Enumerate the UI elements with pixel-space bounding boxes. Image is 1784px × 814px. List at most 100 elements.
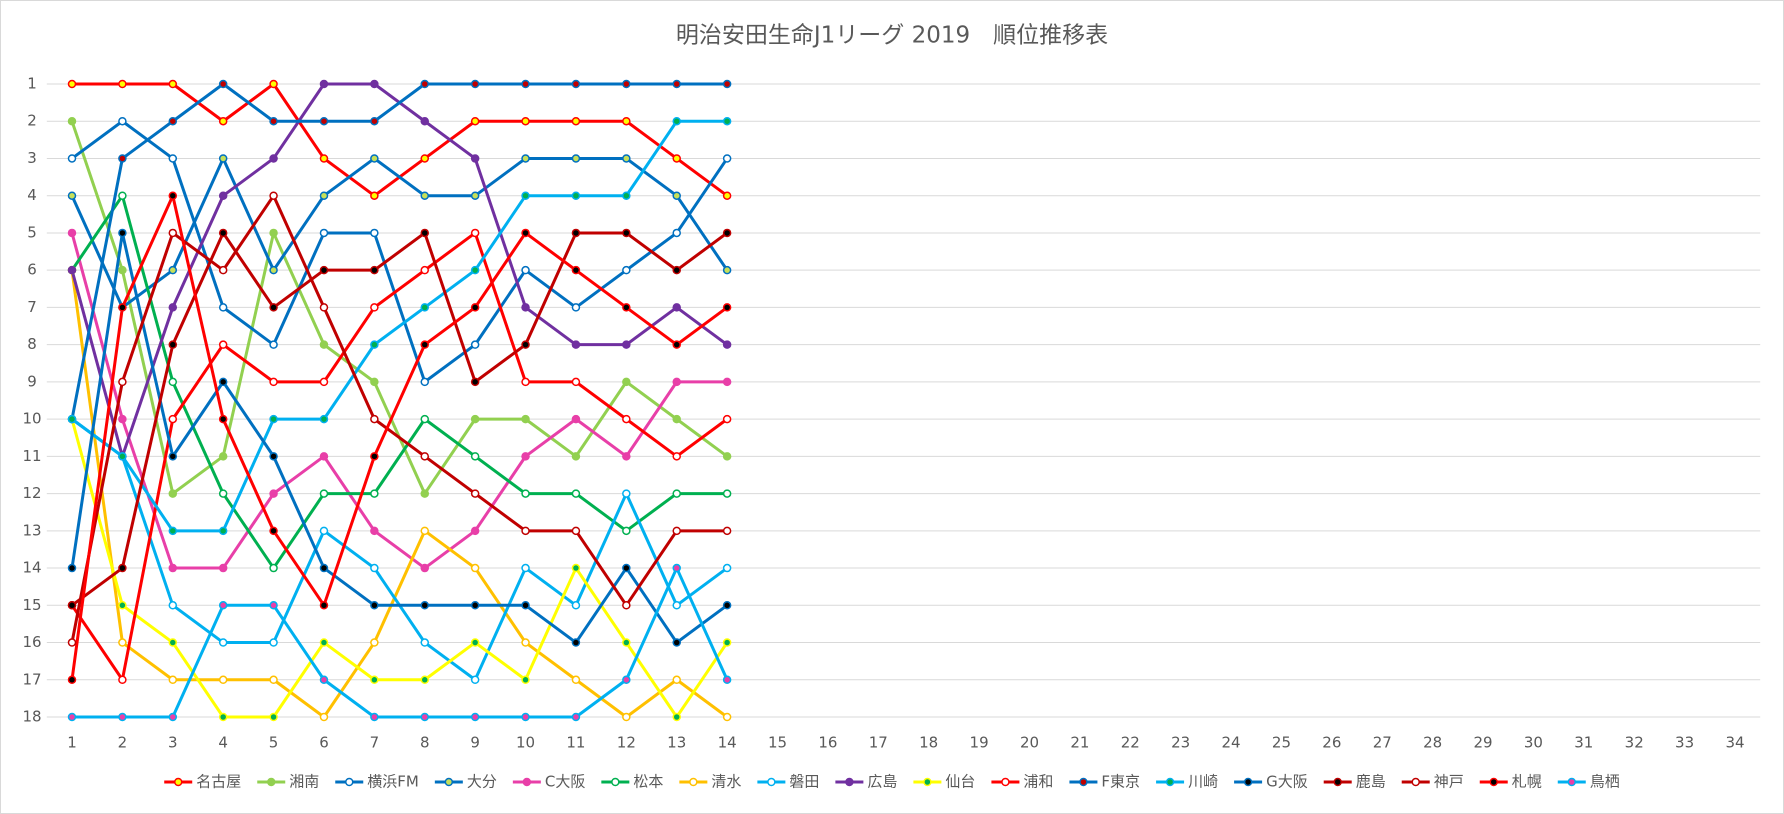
legend-item: 川崎	[1156, 773, 1218, 791]
x-tick-label: 5	[269, 734, 279, 752]
legend-label: G大阪	[1266, 773, 1308, 791]
legend-item: 横浜FM	[335, 773, 419, 791]
point-marker	[622, 638, 631, 647]
point-marker	[622, 526, 631, 536]
point-marker	[722, 526, 732, 536]
point-marker	[269, 712, 278, 722]
x-tick-label: 4	[218, 734, 228, 752]
y-tick-label: 13	[22, 521, 41, 539]
point-marker	[420, 601, 430, 610]
point-marker	[269, 191, 278, 200]
point-marker	[672, 638, 681, 647]
point-marker	[218, 675, 228, 685]
point-marker	[672, 340, 681, 349]
point-marker	[672, 452, 681, 461]
x-tick-label: 17	[869, 734, 888, 752]
x-tick-label: 13	[667, 734, 686, 752]
point-marker	[319, 452, 329, 461]
point-marker	[521, 340, 530, 349]
point-marker	[622, 265, 631, 275]
point-marker	[722, 116, 732, 126]
point-marker	[722, 638, 732, 647]
legend-marker	[173, 777, 183, 787]
point-marker	[218, 712, 228, 722]
point-marker	[168, 340, 178, 349]
legend-marker	[522, 777, 532, 787]
series-line	[70, 156, 729, 309]
point-marker	[168, 79, 178, 89]
legend-item: G大阪	[1234, 773, 1308, 791]
series-line	[70, 232, 728, 570]
point-marker	[319, 228, 329, 238]
x-tick-label: 27	[1373, 734, 1392, 752]
point-marker	[622, 79, 631, 89]
point-marker	[118, 303, 127, 312]
legend-label: 神戸	[1434, 773, 1464, 791]
point-marker	[420, 116, 430, 126]
point-marker	[218, 414, 228, 424]
x-tick-label: 11	[566, 734, 585, 752]
y-tick-label: 18	[22, 708, 41, 726]
point-marker	[118, 377, 127, 387]
point-marker	[319, 638, 329, 647]
legend-item: F東京	[1069, 773, 1140, 791]
legend-label: 名古屋	[196, 773, 241, 791]
legend-marker	[444, 777, 454, 787]
point-marker	[722, 712, 732, 722]
point-marker	[420, 79, 430, 89]
point-marker	[319, 265, 329, 275]
point-marker	[470, 191, 480, 200]
point-marker	[67, 414, 77, 424]
point-marker	[319, 377, 329, 387]
series-line	[70, 194, 729, 680]
point-marker	[521, 489, 530, 498]
point-marker	[521, 563, 530, 573]
point-marker	[571, 79, 581, 89]
x-tick-label: 32	[1625, 734, 1644, 752]
x-tick-label: 21	[1070, 734, 1089, 752]
point-marker	[672, 116, 681, 126]
point-marker	[470, 340, 480, 349]
legend-item: 大分	[434, 773, 497, 791]
point-marker	[370, 79, 379, 89]
series-line	[70, 418, 729, 719]
series-line	[70, 231, 729, 645]
legend-marker	[1079, 777, 1088, 787]
point-marker	[470, 116, 480, 126]
series-line	[70, 231, 729, 682]
legend-label: 仙台	[945, 773, 975, 791]
point-marker	[168, 675, 178, 685]
legend-marker	[611, 777, 620, 787]
x-tick-label: 22	[1121, 734, 1140, 752]
point-marker	[319, 563, 329, 573]
point-marker	[622, 228, 631, 238]
x-tick-label: 28	[1423, 734, 1442, 752]
legend-marker	[1165, 777, 1175, 787]
point-marker	[571, 228, 581, 238]
point-marker	[722, 675, 732, 685]
point-marker	[521, 191, 530, 200]
point-marker	[420, 228, 430, 238]
point-marker	[571, 414, 581, 424]
point-marker	[218, 489, 228, 498]
legend-marker	[1489, 777, 1498, 787]
point-marker	[470, 563, 480, 573]
x-tick-label: 8	[420, 734, 430, 752]
point-marker	[571, 340, 581, 349]
legend-label: 札幌	[1512, 773, 1542, 791]
point-marker	[218, 191, 228, 200]
point-marker	[67, 712, 77, 722]
point-marker	[370, 414, 379, 424]
point-marker	[118, 79, 127, 89]
x-tick-label: 7	[370, 734, 380, 752]
point-marker	[571, 489, 581, 498]
point-marker	[470, 303, 480, 312]
point-marker	[672, 675, 681, 685]
point-marker	[67, 675, 77, 685]
point-marker	[722, 489, 732, 498]
legend-item: 浦和	[991, 773, 1053, 791]
legend-label: F東京	[1101, 773, 1140, 791]
x-tick-label: 1	[67, 734, 77, 752]
point-marker	[722, 452, 732, 461]
